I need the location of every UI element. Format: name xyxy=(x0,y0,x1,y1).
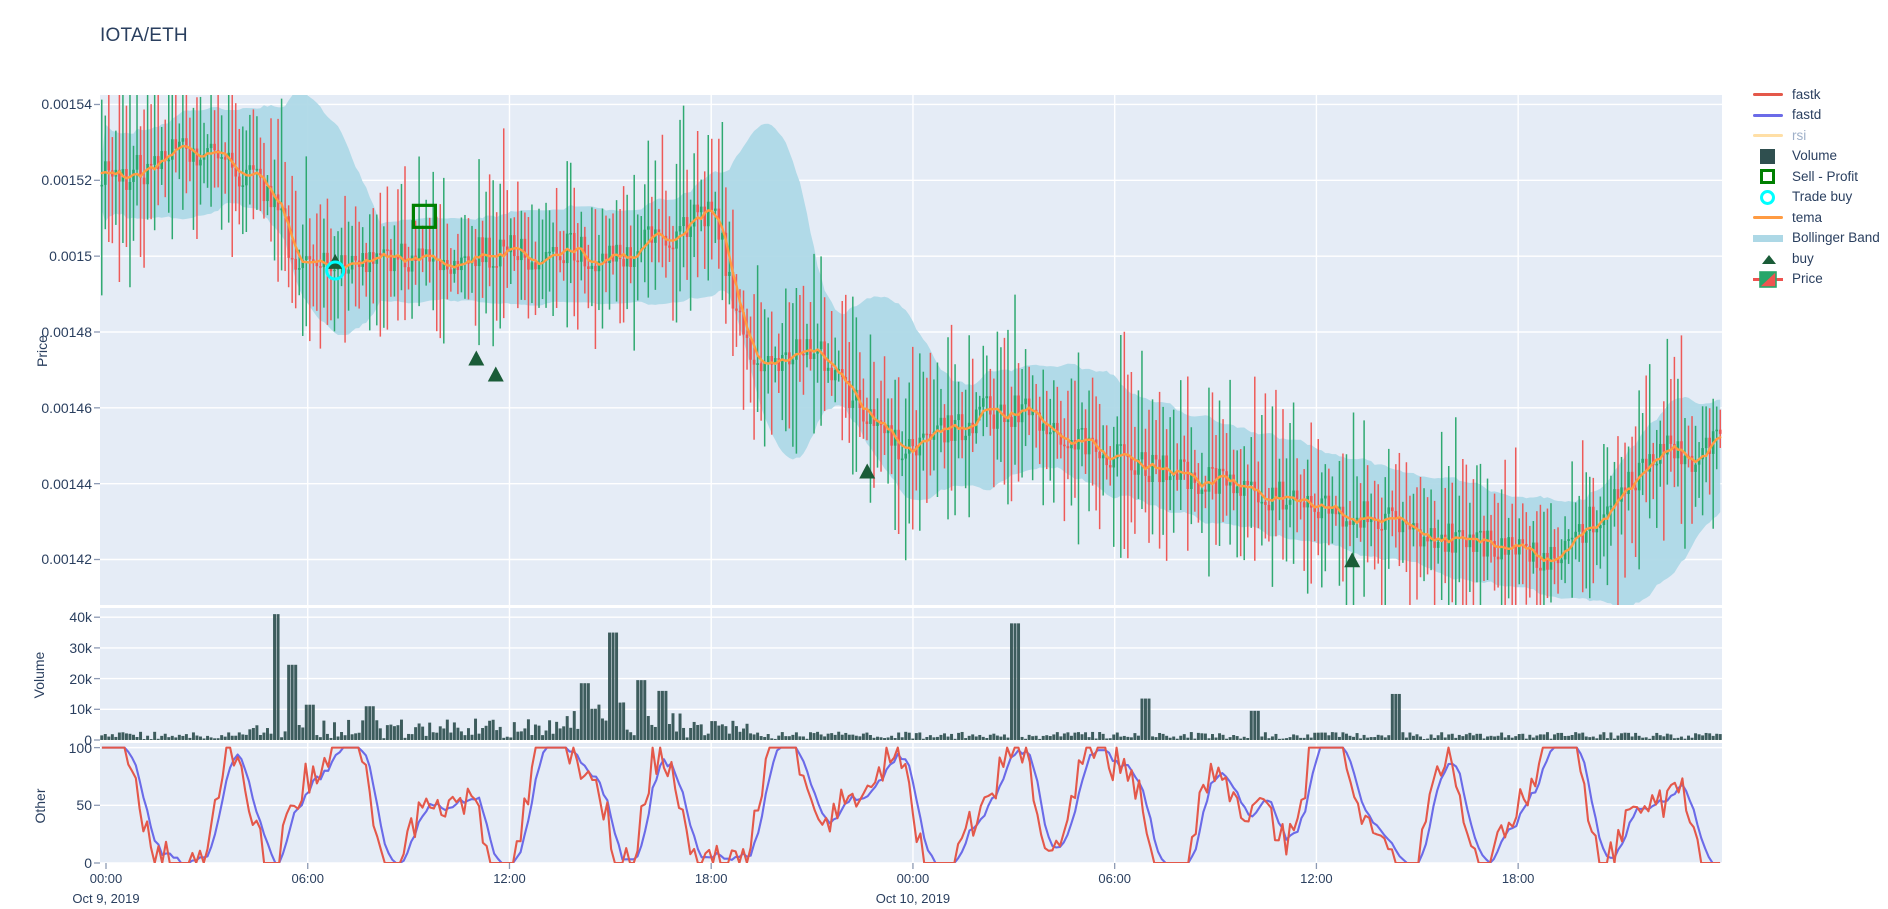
legend-item-label: tema xyxy=(1792,209,1823,225)
tema-line-series xyxy=(100,144,1722,563)
x-tick-time: 18:00 xyxy=(694,871,728,886)
x-axis-tick-label: 06:00 xyxy=(291,871,324,886)
x-axis-tick-label: 00:00 Oct 9, 2019 xyxy=(72,871,139,906)
legend-item-label: Bollinger Band xyxy=(1792,230,1880,246)
legend-item-fastk[interactable]: fastk xyxy=(1752,84,1888,105)
y-axis-tick-label: 0.00146 xyxy=(41,399,92,416)
oscillator-series xyxy=(101,746,1721,863)
candlestick-swatch-icon xyxy=(1752,270,1784,288)
y-axis-tick-label: 0.00142 xyxy=(41,551,92,568)
x-axis-tick-label: 00:00 Oct 10, 2019 xyxy=(876,871,950,906)
legend-item-sell-profit[interactable]: Sell - Profit xyxy=(1752,166,1888,187)
y-axis-tick-label: 50 xyxy=(76,797,92,814)
y-axis-tick-label: 0.00152 xyxy=(41,172,92,189)
x-tick-time: 00:00 xyxy=(89,871,123,886)
y-axis-tick-label: 0.0015 xyxy=(49,248,92,265)
legend-item-rsi[interactable]: rsi xyxy=(1752,125,1888,146)
legend-item-label: Volume xyxy=(1792,148,1838,164)
y-axis-tick-label: 30k xyxy=(69,639,92,656)
band-swatch-icon xyxy=(1752,229,1784,247)
legend-item-label: fastd xyxy=(1792,107,1822,123)
chart-legend[interactable]: fastk fastd rsi Volume Sell - Profit Trade bu… xyxy=(1752,84,1888,289)
square-swatch-icon xyxy=(1752,147,1784,165)
x-axis-tick-label: 12:00 xyxy=(493,871,526,886)
volume-axis-title: Volume xyxy=(31,651,47,699)
bollinger-band-series xyxy=(101,95,1721,605)
legend-item-buy[interactable]: buy xyxy=(1752,248,1888,269)
other-axis-title: Other xyxy=(32,788,48,824)
x-tick-time: 12:00 xyxy=(1300,871,1333,886)
x-tick-time: 00:00 xyxy=(896,871,930,886)
price-axis-title: Price xyxy=(34,335,50,367)
legend-item-label: fastk xyxy=(1792,86,1821,102)
line-swatch-icon xyxy=(1752,85,1784,103)
legend-item-price[interactable]: Price xyxy=(1752,269,1888,290)
legend-item-label: Trade buy xyxy=(1792,189,1853,205)
y-axis-tick-label: 20k xyxy=(69,670,92,687)
y-axis-tick-label: 10k xyxy=(69,701,92,718)
legend-item-label: Price xyxy=(1792,271,1823,287)
legend-item-trade-buy[interactable]: Trade buy xyxy=(1752,187,1888,208)
page-title: IOTA/ETH xyxy=(100,25,188,46)
trade-marker-layer xyxy=(325,203,1361,568)
volume-bar-series xyxy=(100,614,1722,740)
legend-item-label: buy xyxy=(1792,250,1814,266)
legend-item-volume[interactable]: Volume xyxy=(1752,146,1888,167)
y-axis-tick-label: 0.00144 xyxy=(41,475,92,492)
legend-item-tema[interactable]: tema xyxy=(1752,207,1888,228)
x-tick-time: 06:00 xyxy=(1098,871,1131,886)
x-tick-date: Oct 10, 2019 xyxy=(875,891,951,906)
legend-item-bollinger-band[interactable]: Bollinger Band xyxy=(1752,228,1888,249)
y-axis-tick-label: 100 xyxy=(68,739,92,756)
y-axis-tick-label: 40k xyxy=(69,609,92,626)
triangle-swatch-icon xyxy=(1752,249,1784,267)
x-axis-tick-label: 12:00 xyxy=(1300,871,1333,886)
line-swatch-icon xyxy=(1752,208,1784,226)
line-swatch-icon xyxy=(1752,106,1784,124)
legend-item-label: rsi xyxy=(1792,127,1807,143)
x-tick-date: Oct 9, 2019 xyxy=(72,891,140,906)
x-tick-time: 06:00 xyxy=(291,871,325,886)
legend-item-label: Sell - Profit xyxy=(1792,168,1859,184)
y-axis-tick-label: 0 xyxy=(84,855,92,871)
x-tick-time: 18:00 xyxy=(1501,871,1535,886)
line-swatch-icon xyxy=(1752,126,1784,144)
legend-item-fastd[interactable]: fastd xyxy=(1752,105,1888,126)
open-circle-swatch-icon xyxy=(1752,188,1784,206)
x-axis-tick-label: 06:00 xyxy=(1098,871,1131,886)
y-axis-tick-label: 0.00148 xyxy=(41,323,92,340)
axis-tickmarks xyxy=(94,103,1519,869)
x-axis-tick-label: 18:00 xyxy=(1502,871,1535,886)
y-axis-tick-label: 0 xyxy=(84,732,92,748)
y-axis-tick-label: 0.00154 xyxy=(41,96,92,113)
x-tick-time: 12:00 xyxy=(493,871,526,886)
x-axis-tick-label: 18:00 xyxy=(695,871,728,886)
open-square-swatch-icon xyxy=(1752,167,1784,185)
